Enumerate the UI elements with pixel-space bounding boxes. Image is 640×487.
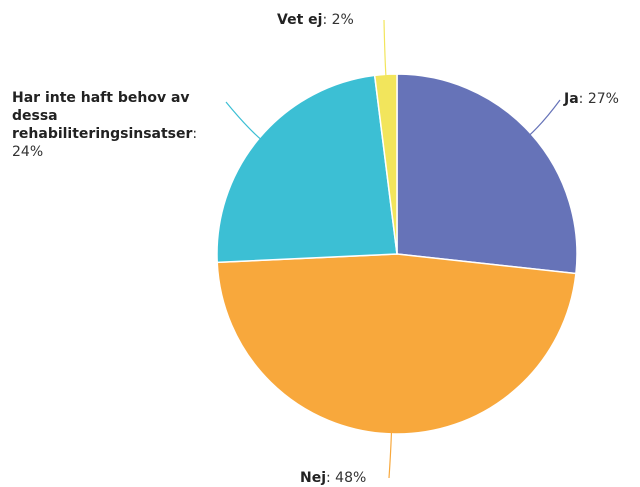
slice-value: : 27% [578,91,619,107]
slice-value: : 48% [326,470,367,486]
pie-slice [396,73,578,275]
leader-line [225,101,263,142]
pie-slice [216,253,577,435]
data-label: Ja: 27% [564,90,640,108]
leader-line [388,429,393,479]
leader-line [383,19,387,79]
slice-name: Har inte haft behov av dessa rehabiliter… [12,90,193,142]
data-label: Vet ej: 2% [277,11,397,29]
data-label: Har inte haft behov av dessa rehabiliter… [12,89,217,161]
slice-name: Nej [300,470,327,486]
leader-line [527,99,561,137]
slice-value: : 2% [322,12,354,28]
pie-slice [216,74,398,264]
slice-name: Ja [564,91,579,107]
slice-value: : 24% [12,126,198,160]
data-label: Nej: 48% [300,469,420,487]
slice-name: Vet ej [277,12,323,28]
